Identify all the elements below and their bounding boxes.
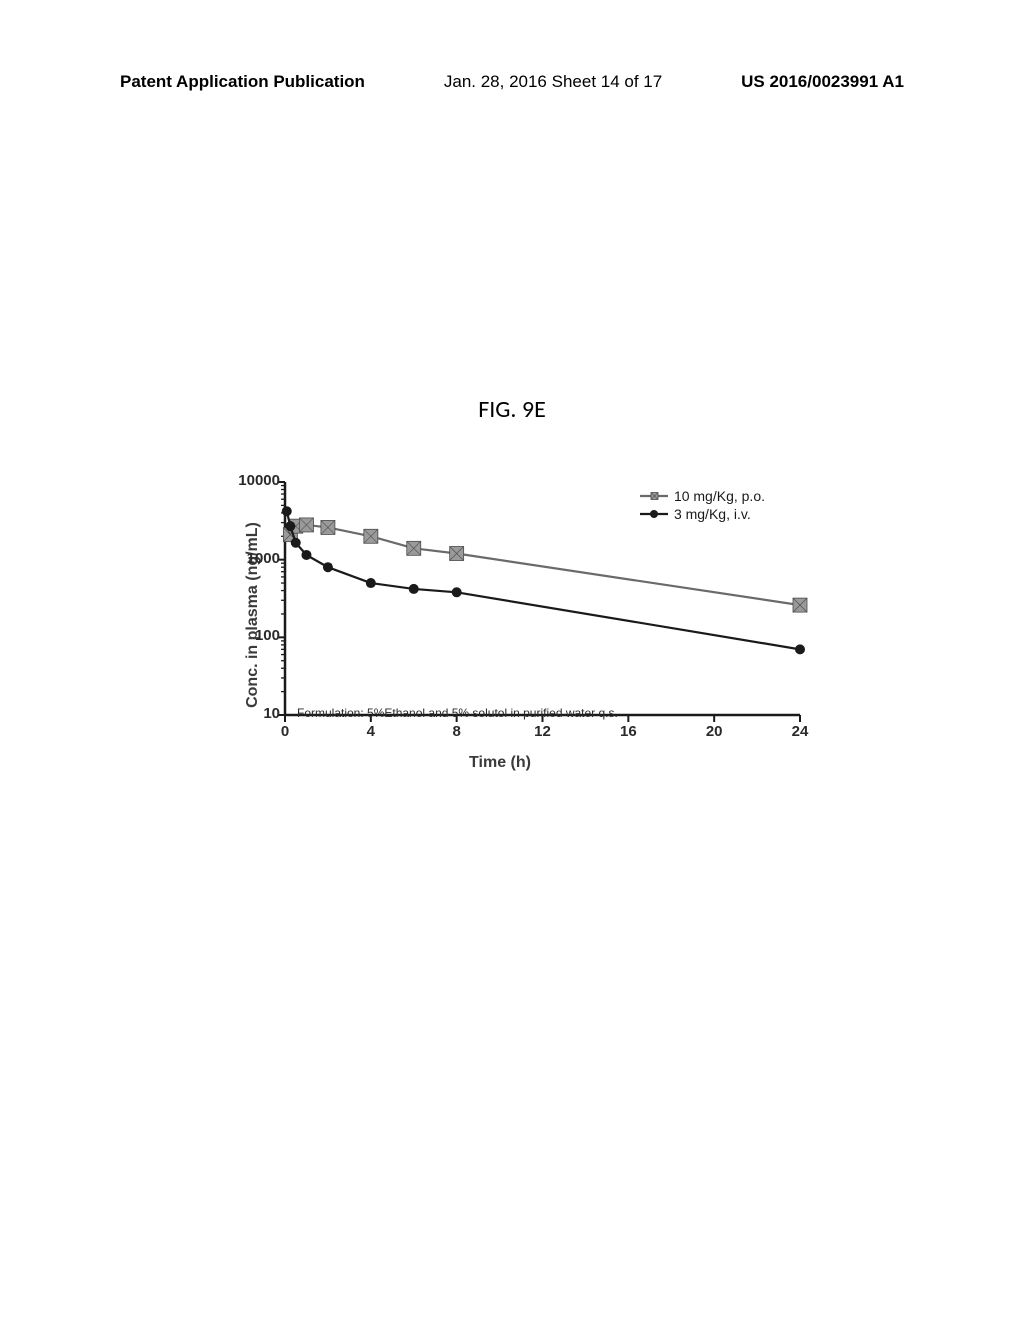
- circle-icon: [640, 507, 668, 521]
- legend-label: 10 mg/Kg, p.o.: [674, 488, 765, 504]
- y-tick-label: 100: [220, 627, 280, 644]
- x-axis-label: Time (h): [180, 754, 820, 772]
- y-tick-label: 1000: [220, 550, 280, 567]
- legend-item-po: 10 mg/Kg, p.o.: [640, 488, 765, 504]
- legend-label: 3 mg/Kg, i.v.: [674, 506, 751, 522]
- x-tick-label: 0: [281, 723, 289, 740]
- header-left: Patent Application Publication: [120, 72, 365, 92]
- y-tick-label: 10000: [220, 472, 280, 489]
- header-center: Jan. 28, 2016 Sheet 14 of 17: [444, 72, 662, 92]
- x-tick-label: 20: [706, 723, 723, 740]
- x-tick-label: 12: [534, 723, 551, 740]
- formulation-annotation: Formulation: 5%Ethanol and 5% solutol in…: [297, 706, 618, 720]
- legend-item-iv: 3 mg/Kg, i.v.: [640, 506, 765, 522]
- pk-chart: Conc. in plasma (ng/mL) 10100100010000 0…: [180, 470, 820, 760]
- square-hatched-icon: [640, 489, 668, 503]
- legend: 10 mg/Kg, p.o. 3 mg/Kg, i.v.: [640, 488, 765, 524]
- page-header: Patent Application Publication Jan. 28, …: [0, 72, 1024, 92]
- figure-title: FIG. 9E: [0, 395, 1024, 424]
- x-tick-label: 4: [367, 723, 375, 740]
- x-tick-label: 16: [620, 723, 637, 740]
- x-tick-label: 24: [792, 723, 809, 740]
- y-tick-label: 10: [220, 705, 280, 722]
- x-tick-label: 8: [452, 723, 460, 740]
- header-right: US 2016/0023991 A1: [741, 72, 904, 92]
